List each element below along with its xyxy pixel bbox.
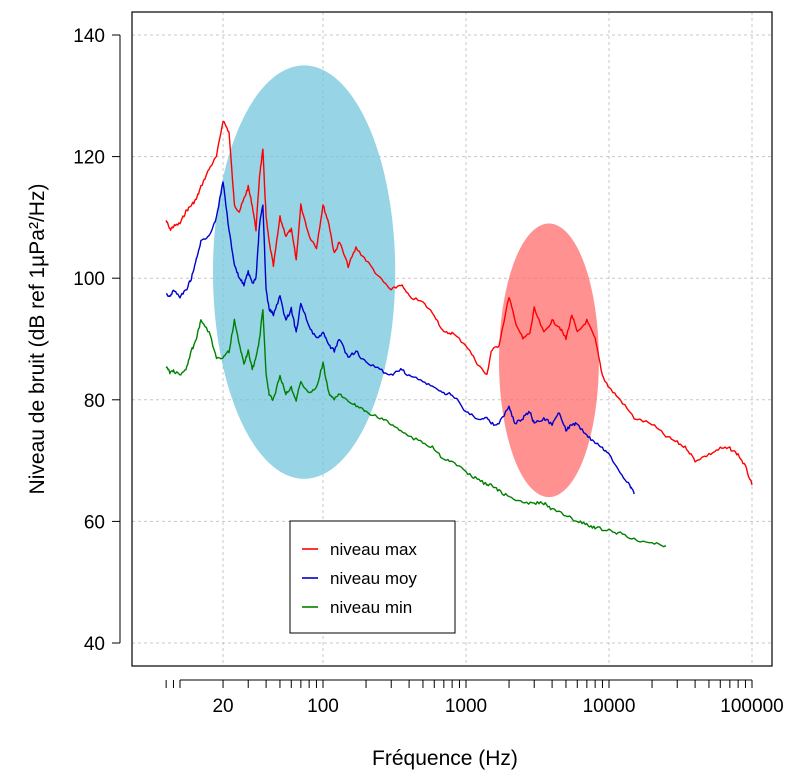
legend-box	[289, 520, 456, 634]
y-tick-label: 100	[73, 269, 105, 290]
x-axis-title: Fréquence (Hz)	[372, 747, 518, 770]
legend-label: niveau max	[330, 540, 417, 559]
data-series	[165, 120, 753, 548]
y-tick-label: 80	[84, 391, 105, 412]
legend-label: niveau min	[330, 598, 412, 617]
y-tick-label: 140	[73, 26, 105, 47]
x-tick-label: 10000	[583, 696, 636, 717]
legend: niveau max niveau moy niveau min	[289, 520, 456, 634]
series-line-niveau-min	[165, 309, 667, 548]
highlight-ellipse	[212, 65, 396, 479]
y-axis-title: Niveau de bruit (dB ref 1µPa²/Hz)	[26, 184, 49, 495]
series-line-niveau-max	[165, 120, 753, 486]
highlight-zones	[212, 65, 599, 498]
highlight-ellipse	[498, 223, 599, 498]
x-axis: 20 100 1000 10000 100000	[165, 679, 784, 717]
x-tick-label: 100000	[720, 696, 783, 717]
x-tick-label: 20	[212, 696, 233, 717]
y-tick-label: 40	[84, 634, 105, 655]
y-tick-label: 60	[84, 512, 105, 533]
x-tick-label: 1000	[445, 696, 487, 717]
plot-frame	[131, 11, 773, 667]
x-tick-label: 100	[307, 696, 339, 717]
legend-label: niveau moy	[330, 569, 417, 588]
series-line-niveau-moy	[165, 181, 635, 495]
y-axis: 40 60 80 100 120 140	[73, 26, 121, 655]
y-tick-label: 120	[73, 148, 105, 169]
